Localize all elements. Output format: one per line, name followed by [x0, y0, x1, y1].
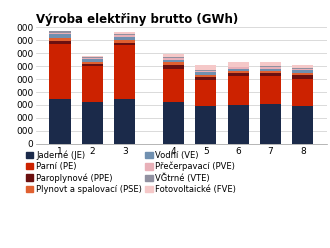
Bar [292, 68, 314, 69]
Bar [292, 106, 314, 144]
Bar [195, 70, 216, 71]
Bar [114, 34, 135, 35]
Text: Výroba elektřiny brutto (GWh): Výroba elektřiny brutto (GWh) [36, 13, 239, 26]
Bar [195, 72, 216, 75]
Bar [228, 73, 249, 76]
Legend: Jaderné (JE), Parní (PE), Paroplynové (PPE), Plynovt a spalovací (PSE), Vodní (V: Jaderné (JE), Parní (PE), Paroplynové (P… [26, 150, 236, 194]
Bar [50, 38, 71, 41]
Bar [163, 62, 184, 65]
Bar [260, 69, 281, 71]
Bar [195, 65, 216, 70]
Bar [260, 71, 281, 73]
Bar [292, 79, 314, 106]
Bar [114, 43, 135, 45]
Bar [82, 57, 103, 58]
Bar [114, 45, 135, 98]
Bar [163, 60, 184, 62]
Bar [50, 41, 71, 44]
Bar [114, 32, 135, 34]
Bar [163, 65, 184, 69]
Bar [82, 59, 103, 62]
Bar [163, 69, 184, 102]
Bar [292, 69, 314, 70]
Bar [260, 62, 281, 66]
Bar [260, 67, 281, 69]
Bar [50, 44, 71, 98]
Bar [82, 102, 103, 144]
Bar [292, 75, 314, 79]
Bar [163, 58, 184, 60]
Bar [292, 70, 314, 73]
Bar [260, 73, 281, 76]
Bar [50, 34, 71, 38]
Bar [82, 66, 103, 102]
Bar [260, 76, 281, 104]
Bar [50, 31, 71, 33]
Bar [260, 104, 281, 144]
Bar [114, 37, 135, 40]
Bar [50, 33, 71, 34]
Bar [228, 71, 249, 73]
Bar [50, 98, 71, 144]
Bar [82, 64, 103, 66]
Bar [82, 58, 103, 59]
Bar [163, 57, 184, 58]
Bar [260, 66, 281, 67]
Bar [228, 105, 249, 144]
Bar [228, 69, 249, 71]
Bar [228, 76, 249, 105]
Bar [114, 98, 135, 144]
Bar [195, 106, 216, 144]
Bar [195, 77, 216, 80]
Bar [195, 80, 216, 106]
Bar [82, 56, 103, 57]
Bar [228, 62, 249, 66]
Bar [228, 67, 249, 69]
Bar [82, 62, 103, 64]
Bar [163, 102, 184, 144]
Bar [114, 40, 135, 43]
Bar [195, 71, 216, 72]
Bar [163, 54, 184, 57]
Bar [114, 35, 135, 37]
Bar [195, 75, 216, 77]
Bar [292, 73, 314, 75]
Bar [228, 66, 249, 67]
Bar [292, 65, 314, 68]
